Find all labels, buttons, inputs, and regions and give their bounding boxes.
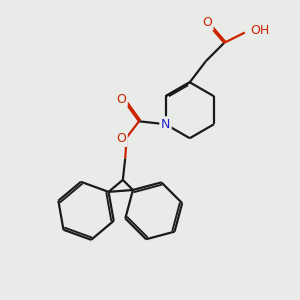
- Text: OH: OH: [250, 24, 269, 37]
- Text: O: O: [116, 93, 126, 106]
- Text: N: N: [161, 118, 170, 131]
- Text: O: O: [202, 16, 212, 29]
- Text: O: O: [116, 133, 126, 146]
